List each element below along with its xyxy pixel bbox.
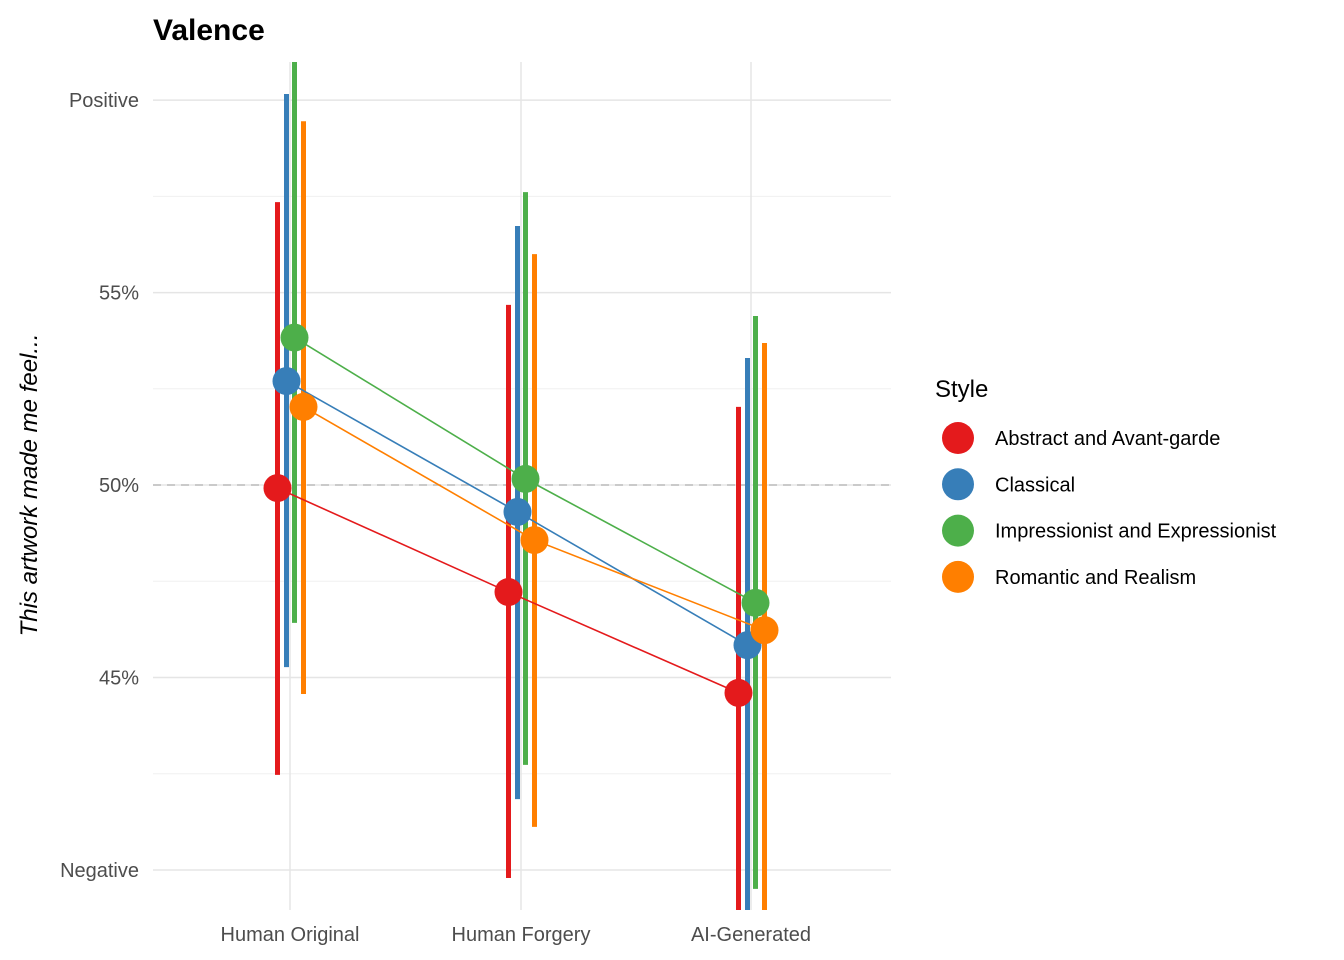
y-axis-label: This artwork made me feel...	[16, 334, 43, 637]
legend-title: Style	[935, 376, 988, 403]
y-tick-label: 45%	[99, 668, 139, 690]
plot-area	[153, 62, 891, 910]
y-tick-label: Negative	[60, 860, 139, 882]
data-point	[503, 497, 532, 526]
data-point	[494, 578, 523, 607]
data-point	[272, 367, 301, 396]
legend-label: Classical	[995, 474, 1075, 496]
x-tick-label: AI-Generated	[691, 924, 811, 946]
y-tick-label: 55%	[99, 283, 139, 305]
data-point	[724, 678, 753, 707]
data-point	[280, 323, 309, 352]
y-axis-ticks: Negative 45% 50% 55% Positive	[60, 90, 139, 882]
legend-label: Abstract and Avant-garde	[995, 428, 1220, 450]
x-axis-ticks: Human Original Human Forgery AI-Generated	[221, 924, 812, 946]
legend-label: Romantic and Realism	[995, 567, 1196, 589]
data-point	[520, 526, 549, 555]
legend-key	[942, 422, 974, 454]
legend-key	[942, 468, 974, 501]
legend-key	[942, 560, 974, 593]
y-tick-label: 50%	[99, 475, 139, 497]
legend-key	[942, 514, 974, 547]
x-tick-label: Human Original	[221, 924, 360, 946]
y-tick-label: Positive	[69, 90, 139, 112]
legend: Style Abstract and Avant-garde Classical I…	[935, 376, 1277, 593]
data-point	[741, 588, 770, 617]
data-point	[289, 392, 318, 421]
data-point	[511, 464, 540, 493]
x-tick-label: Human Forgery	[452, 924, 591, 946]
data-point	[263, 474, 292, 503]
legend-label: Impressionist and Expressionist	[995, 521, 1277, 543]
chart-title: Valence	[153, 14, 265, 47]
data-point	[750, 616, 779, 645]
